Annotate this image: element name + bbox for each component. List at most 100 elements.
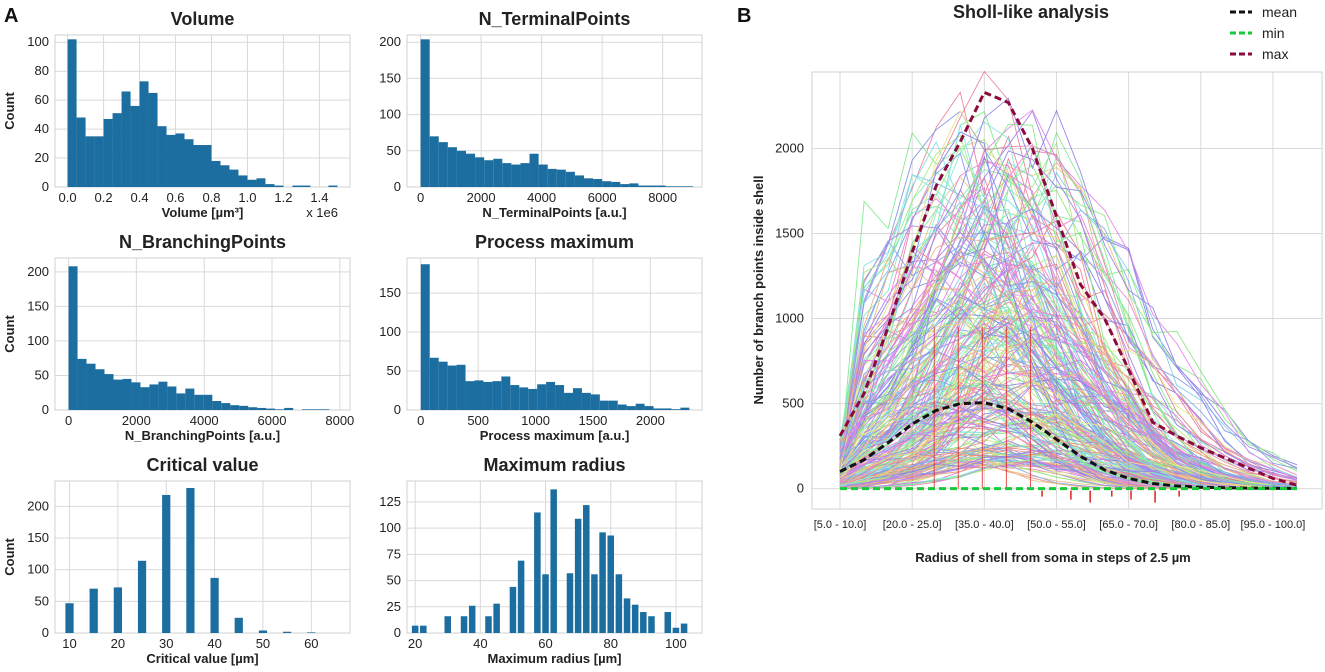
bar <box>599 532 606 633</box>
bar <box>438 361 448 410</box>
bar <box>212 401 222 410</box>
bar <box>166 134 176 187</box>
x-tick-label: 6000 <box>588 190 617 205</box>
histogram-process-maximum: 0 500 1000 1500 2000 0 50 100 150 Process maximum… <box>379 232 703 443</box>
trace-line <box>839 97 1298 469</box>
bar <box>671 409 681 410</box>
bar <box>510 385 520 410</box>
bar <box>229 169 239 187</box>
bar <box>623 598 631 633</box>
bar <box>590 394 600 410</box>
bar <box>65 603 74 633</box>
histogram-critical-value: 10 20 30 40 50 60 0 50 100 150 200 Critical value Cr… <box>2 455 351 666</box>
bar <box>493 158 503 187</box>
x-tick-label: [80.0 - 85.0] <box>1171 519 1230 531</box>
bar <box>538 164 548 187</box>
bar <box>162 494 171 633</box>
y-tick-label: 200 <box>379 34 401 49</box>
bar <box>640 612 647 633</box>
x-tick-label: [65.0 - 70.0] <box>1099 519 1158 531</box>
y-tick-label: 1500 <box>775 226 804 241</box>
bar <box>186 487 195 633</box>
y-tick-label: 100 <box>27 333 49 348</box>
x-tick-label: 0.6 <box>166 190 184 205</box>
bar <box>444 616 452 633</box>
bar <box>438 142 448 187</box>
bar <box>672 627 680 633</box>
bar <box>148 92 158 187</box>
bar <box>137 560 147 633</box>
bar <box>131 382 141 410</box>
x-tick-label: [5.0 - 10.0] <box>814 519 867 531</box>
trace-line <box>839 359 1298 489</box>
x-tick-label: 2000 <box>467 190 496 205</box>
bar <box>474 380 484 410</box>
legend: mean min max <box>1230 4 1297 62</box>
bar <box>283 631 292 633</box>
bar <box>537 384 547 410</box>
x-axis-multiplier: x 1e6 <box>306 205 338 220</box>
bar <box>542 574 549 633</box>
x-tick-label: 20 <box>408 636 422 651</box>
y-tick-label: 150 <box>379 285 401 300</box>
bar <box>574 175 584 187</box>
bar <box>266 408 276 410</box>
bar <box>247 179 257 187</box>
y-tick-label: 0 <box>42 625 49 640</box>
trace-line <box>839 156 1298 489</box>
y-tick-label: 50 <box>387 143 401 158</box>
bar <box>565 171 575 187</box>
histogram-maximum-radius: 20 40 60 80 100 0 25 50 75 100 125 Maximum radius Ma… <box>379 455 703 666</box>
bar <box>328 185 338 187</box>
x-tick-label: 1500 <box>578 413 607 428</box>
trace-line <box>839 268 1298 488</box>
x-axis-label: Maximum radius [µm] <box>488 651 622 666</box>
x-tick-label: 10 <box>62 636 76 651</box>
y-tick-label: 150 <box>27 530 49 545</box>
bar <box>167 386 177 410</box>
bar <box>86 363 96 410</box>
y-tick-label: 0 <box>42 179 49 194</box>
trace-line <box>839 208 1298 479</box>
bar <box>519 387 529 410</box>
x-tick-label: 30 <box>159 636 173 651</box>
bar <box>484 160 494 187</box>
trace-line <box>839 313 1298 479</box>
bar <box>460 616 468 633</box>
y-tick-label: 100 <box>379 324 401 339</box>
bar <box>572 388 582 410</box>
x-tick-label: 4000 <box>190 413 219 428</box>
sholl-line-chart: 0 500 1000 1500 2000 [5.0 - 10.0] [20.0 - 25.0… <box>751 2 1323 565</box>
chart-title: Sholl-like analysis <box>953 2 1109 22</box>
bar <box>210 577 219 633</box>
y-tick-label: 100 <box>27 34 49 49</box>
y-tick-label: 0 <box>42 402 49 417</box>
bar <box>662 408 672 410</box>
x-tick-label: 0 <box>417 413 424 428</box>
bar <box>556 169 566 187</box>
x-tick-label: 0 <box>65 413 72 428</box>
y-tick-label: 50 <box>35 367 49 382</box>
y-tick-label: 500 <box>782 396 804 411</box>
bar <box>581 392 591 410</box>
bar <box>447 147 457 187</box>
bar <box>301 185 311 187</box>
bar <box>420 39 430 187</box>
trace-line <box>839 109 1298 476</box>
bar <box>528 388 538 410</box>
bar <box>176 393 186 410</box>
bar <box>113 379 123 410</box>
y-tick-label: 150 <box>27 298 49 313</box>
bar <box>468 605 476 633</box>
bar <box>121 91 131 187</box>
y-tick-label: 1000 <box>775 311 804 326</box>
bar <box>485 616 492 633</box>
x-tick-label: 0.4 <box>131 190 149 205</box>
bar <box>656 185 666 187</box>
x-axis-label: Radius of shell from soma in steps of 2.… <box>915 550 1191 565</box>
plot-frame <box>54 480 351 634</box>
trace-line <box>839 234 1298 485</box>
bar <box>502 163 512 187</box>
chart-title: N_BranchingPoints <box>119 232 286 252</box>
bar <box>292 185 302 187</box>
